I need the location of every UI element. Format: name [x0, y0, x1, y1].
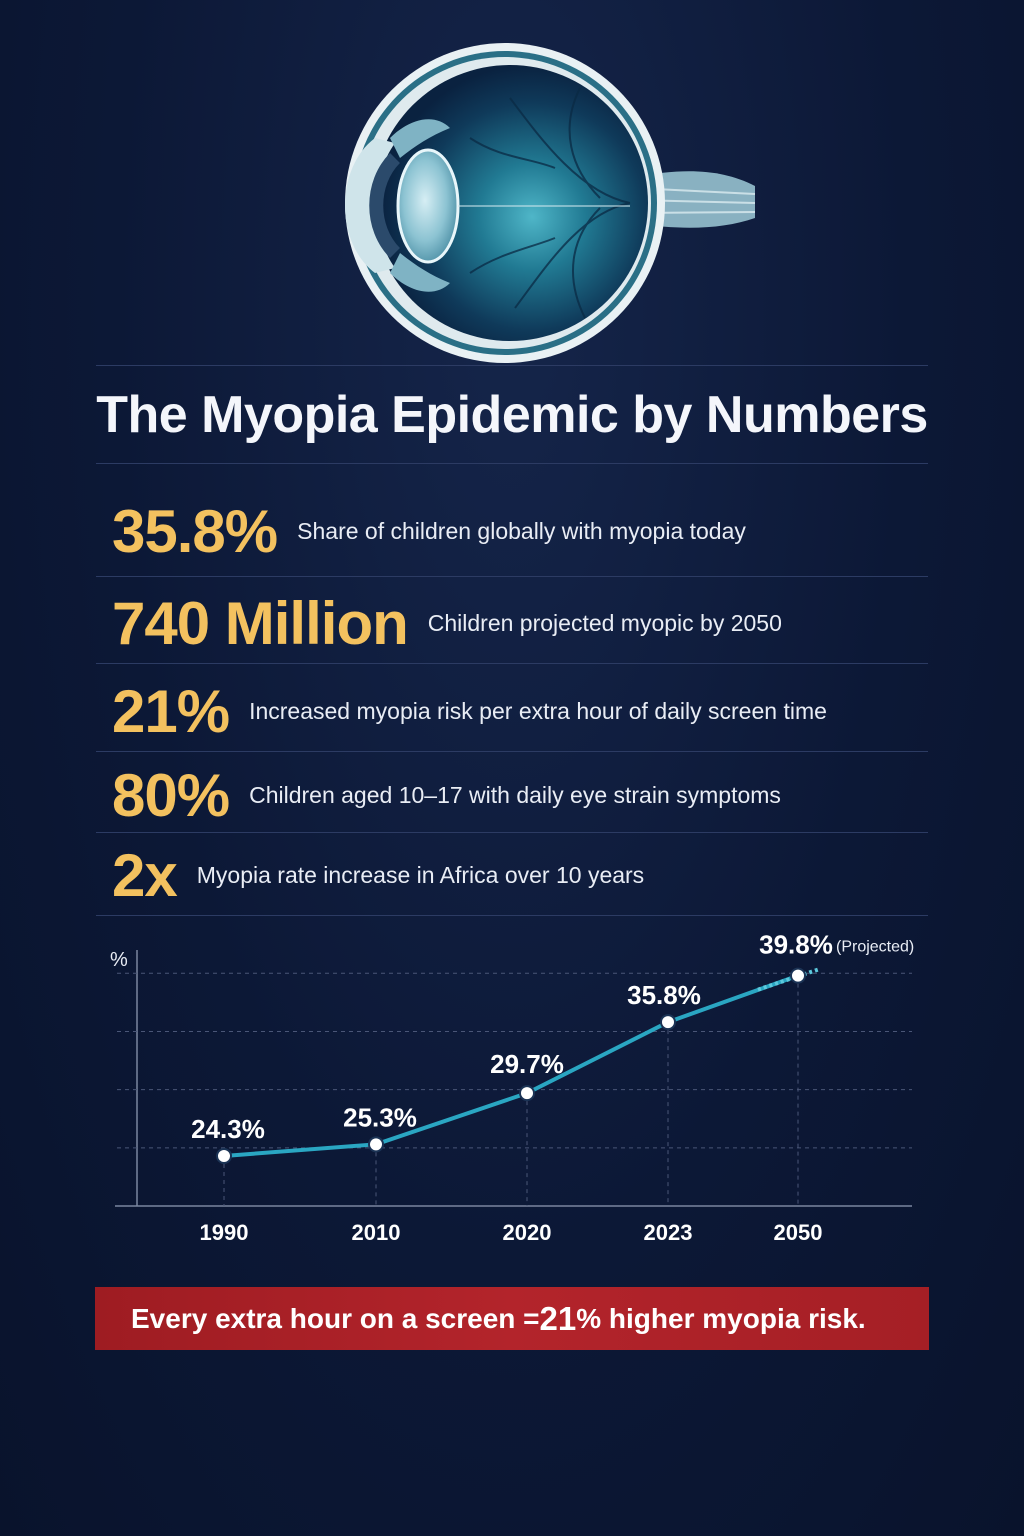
stat-label: Children aged 10–17 with daily eye strai…: [249, 781, 781, 808]
divider: [96, 365, 928, 366]
divider: [96, 751, 928, 752]
divider: [96, 463, 928, 464]
projection-dash: [757, 967, 819, 992]
data-point: [660, 1014, 676, 1031]
stat-row: 80% Children aged 10–17 with daily eye s…: [112, 760, 928, 830]
data-point: [790, 967, 806, 984]
eye-illustration: [300, 18, 770, 363]
divider: [96, 663, 928, 664]
data-label: 25.3%: [343, 1102, 417, 1132]
banner-text-end: % higher myopia risk.: [576, 1302, 866, 1334]
data-label: 24.3%: [191, 1114, 265, 1144]
stat-row: 740 Million Children projected myopic by…: [112, 588, 928, 658]
stat-value: 35.8%: [112, 497, 278, 565]
stat-label: Children projected myopic by 2050: [427, 609, 782, 636]
divider: [96, 576, 928, 577]
eye-anatomy-icon: [345, 43, 756, 363]
projected-note: (Projected): [836, 939, 914, 956]
stat-row: 35.8% Share of children globally with my…: [112, 496, 928, 566]
stat-label: Share of children globally with myopia t…: [297, 517, 746, 544]
x-tick-label: 2050: [774, 1220, 823, 1245]
stat-label: Increased myopia risk per extra hour of …: [249, 697, 827, 724]
y-axis-label: %: [110, 949, 128, 971]
x-tick-label: 2020: [503, 1220, 552, 1245]
data-point: [368, 1136, 384, 1153]
banner-highlight: 21: [539, 1299, 577, 1337]
myopia-trend-chart: % 24.3% 1990 25.3% 2010 29.7% 2020 35.8% 2023 39.…: [110, 930, 914, 1245]
data-point: [519, 1085, 535, 1102]
x-tick-label: 1990: [200, 1220, 249, 1245]
data-point: [216, 1147, 232, 1164]
stat-label: Myopia rate increase in Africa over 10 y…: [196, 861, 645, 888]
divider: [96, 915, 928, 916]
data-label: 39.8%: [759, 930, 833, 960]
risk-banner: Every extra hour on a screen = 21 % high…: [95, 1287, 929, 1350]
stat-value: 2x: [112, 841, 178, 909]
stat-row: 21% Increased myopia risk per extra hour…: [112, 676, 928, 746]
stat-value: 740 Million: [112, 589, 409, 657]
stat-value: 80%: [112, 761, 230, 829]
x-tick-label: 2023: [644, 1220, 693, 1245]
divider: [96, 832, 928, 833]
stat-value: 21%: [112, 677, 230, 745]
page-title: The Myopia Epidemic by Numbers: [96, 386, 928, 444]
banner-text-start: Every extra hour on a screen =: [131, 1302, 540, 1334]
stat-row: 2x Myopia rate increase in Africa over 1…: [112, 840, 928, 910]
x-tick-label: 2010: [352, 1220, 401, 1245]
data-label: 29.7%: [490, 1049, 564, 1079]
data-label: 35.8%: [627, 980, 701, 1010]
